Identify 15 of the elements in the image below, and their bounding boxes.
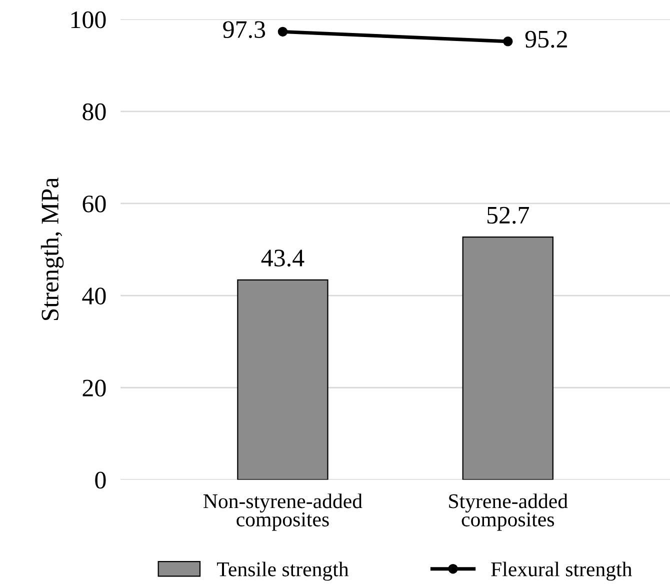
legend-label: Tensile strength (217, 562, 349, 581)
y-tick-label: 40 (82, 288, 106, 304)
legend-label: Flexural strength (491, 562, 632, 581)
data-label: 43.4 (261, 250, 304, 267)
data-label: 95.2 (525, 30, 567, 48)
x-tick-label: Styrene-added composites (449, 494, 568, 531)
y-tick-label: 100 (71, 11, 106, 28)
y-tick-label: 80 (82, 103, 106, 120)
data-label: 52.7 (487, 206, 530, 224)
y-axis-title: Strength, MPa (40, 178, 64, 320)
y-tick-label: 20 (82, 380, 106, 397)
y-tick-label: 60 (82, 196, 106, 212)
y-tick-label: 0 (95, 472, 106, 489)
data-label: 97.3 (223, 21, 266, 38)
x-tick-label: Non-styrene-added composites (203, 494, 362, 531)
